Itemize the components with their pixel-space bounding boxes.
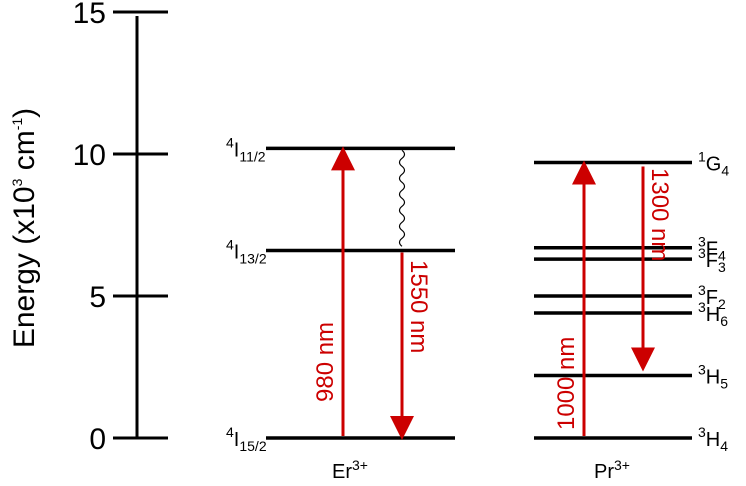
level-label: 1G4 — [698, 149, 729, 179]
level-label: 4I11/2 — [226, 134, 266, 164]
level-label: 4I13/2 — [226, 237, 267, 267]
er-emission-label: 1550 nm — [405, 260, 432, 353]
y-tick-label: 0 — [89, 423, 106, 456]
er-pump-label: 980 nm — [312, 322, 339, 402]
level-label: 4I15/2 — [226, 424, 267, 454]
y-tick-label: 5 — [89, 281, 106, 314]
pr-pump-label: 1000 nm — [553, 337, 580, 430]
level-label: 3F3 — [698, 245, 726, 275]
y-tick-label: 10 — [73, 139, 106, 172]
pr-ion-label: Pr3+ — [594, 457, 630, 483]
level-label: 3H6 — [698, 299, 728, 329]
er-nonradiative-wavy-line — [398, 149, 406, 247]
level-label: 3F2 — [698, 282, 726, 312]
level-label: 3H4 — [698, 424, 728, 454]
er-ion-label: Er3+ — [332, 457, 368, 483]
y-axis-title: Energy (x103 cm-1) — [8, 108, 41, 348]
er-levels: 4I15/2 4I13/2 4I11/2 — [226, 134, 455, 454]
level-label: 3F4 — [698, 234, 726, 264]
y-tick-label: 15 — [73, 0, 106, 30]
pr-emission-label: 1300 nm — [646, 168, 673, 261]
y-axis-ticks: 0 5 10 15 — [73, 0, 168, 456]
level-label: 3H5 — [698, 362, 728, 392]
